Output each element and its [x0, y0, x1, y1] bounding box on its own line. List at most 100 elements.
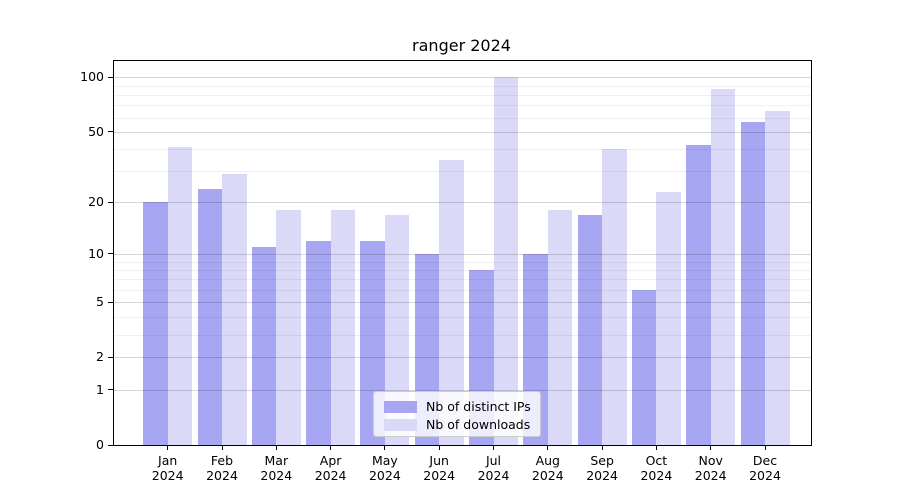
bar-ips-feb: [197, 188, 222, 445]
x-tick-jan: [167, 445, 169, 450]
y-tick-label-1: 1: [96, 381, 104, 397]
x-tick-year-sep: 2024: [586, 468, 618, 483]
gridline-5: [114, 302, 811, 304]
bar-downloads-sep: [602, 149, 627, 445]
y-tick-50: [108, 131, 114, 133]
x-tick-year-jan: 2024: [151, 468, 184, 483]
bar-downloads-jul: [493, 77, 518, 445]
plot-area: 100 50 20 10 5 2 1 0 Jan 2024 Feb 2024 Mar 2024 Apr 202…: [80, 60, 812, 483]
bar-downloads-nov: [710, 89, 736, 445]
gridline-2: [114, 357, 811, 359]
gridline-minor-30: [114, 171, 811, 173]
y-tick-2: [108, 356, 114, 358]
x-tick-nov: [710, 445, 712, 450]
x-tick-month-may: May: [371, 453, 398, 468]
gridline-minor-4: [114, 316, 811, 318]
y-tick-label-2: 2: [96, 349, 104, 365]
x-tick-label-apr: Apr 2024: [301, 453, 361, 483]
x-tick-year-mar: 2024: [260, 468, 293, 483]
x-tick-oct: [655, 445, 657, 450]
bar-downloads-aug: [547, 210, 573, 445]
gridline-minor-70: [114, 105, 811, 107]
x-tick-year-dec: 2024: [749, 468, 781, 483]
y-tick-5: [108, 301, 114, 303]
gridline-minor-9: [114, 261, 811, 263]
x-tick-month-oct: Oct: [645, 453, 668, 468]
legend-swatch-downloads: [384, 418, 417, 431]
legend-row-downloads: Nb of downloads: [384, 416, 532, 433]
bar-downloads-mar: [276, 210, 301, 445]
x-tick-month-jan: Jan: [158, 453, 178, 468]
gridline-minor-90: [114, 85, 811, 87]
bar-downloads-apr: [330, 210, 356, 445]
x-tick-label-jul: Jul 2024: [464, 453, 524, 483]
gridline-minor-8: [114, 269, 811, 271]
gridline-minor-6: [114, 289, 811, 291]
x-tick-jul: [493, 445, 494, 450]
x-tick-year-oct: 2024: [640, 468, 673, 483]
x-tick-month-feb: Feb: [210, 453, 234, 468]
gridline-minor-80: [114, 94, 811, 96]
bar-ips-jan: [143, 202, 168, 445]
x-tick-label-jun: Jun 2024: [409, 453, 469, 483]
bar-ips-oct: [631, 289, 657, 445]
bar-downloads-jan: [167, 147, 193, 445]
x-tick-mar: [275, 445, 277, 450]
x-tick-dec: [764, 445, 766, 450]
x-tick-label-aug: Aug 2024: [518, 453, 578, 483]
y-tick-1: [108, 389, 114, 391]
gridline-1: [114, 389, 811, 391]
x-tick-year-apr: 2024: [314, 468, 347, 483]
x-tick-month-mar: Mar: [264, 453, 289, 468]
x-tick-label-dec: Dec 2024: [735, 453, 795, 483]
legend-swatch-ips: [384, 400, 417, 413]
y-tick-0: [108, 444, 114, 446]
bar-downloads-dec: [765, 111, 790, 445]
legend-label-ips: Nb of distinct IPs: [426, 399, 531, 414]
x-tick-label-jan: Jan 2024: [138, 453, 198, 483]
x-tick-label-mar: Mar 2024: [246, 453, 306, 483]
x-tick-sep: [601, 445, 603, 450]
y-tick-label-10: 10: [88, 245, 104, 261]
x-tick-year-jun: 2024: [423, 468, 456, 483]
gridline-minor-60: [114, 117, 811, 119]
legend-row-ips: Nb of distinct IPs: [384, 398, 532, 415]
y-tick-label-20: 20: [88, 194, 104, 210]
x-tick-month-dec: Dec: [752, 453, 778, 468]
y-tick-label-5: 5: [96, 294, 104, 310]
x-tick-year-jul: 2024: [477, 468, 510, 483]
gridline-minor-3: [114, 334, 811, 336]
bar-downloads-feb: [222, 174, 247, 445]
gridline-20: [114, 202, 811, 204]
y-tick-10: [108, 253, 114, 255]
y-tick-label-50: 50: [88, 123, 104, 139]
bar-ips-dec: [740, 121, 765, 445]
x-tick-month-jun: Jun: [429, 453, 449, 468]
x-tick-label-nov: Nov 2024: [681, 453, 741, 483]
gridline-10: [114, 253, 811, 255]
x-tick-year-nov: 2024: [694, 468, 727, 483]
y-tick-100: [108, 76, 114, 78]
x-tick-month-nov: Nov: [698, 453, 723, 468]
x-tick-aug: [547, 445, 549, 450]
y-tick-20: [108, 201, 114, 203]
x-tick-feb: [221, 445, 223, 450]
gridline-100: [114, 77, 811, 79]
x-tick-year-feb: 2024: [206, 468, 238, 483]
x-tick-year-may: 2024: [368, 468, 401, 483]
x-tick-month-sep: Sep: [590, 453, 614, 468]
y-tick-label-0: 0: [96, 437, 104, 452]
x-tick-label-feb: Feb 2024: [192, 453, 252, 483]
x-tick-label-oct: Oct 2024: [626, 453, 686, 483]
chart-title: ranger 2024: [412, 36, 511, 55]
gridline-50: [114, 131, 811, 133]
gridline-minor-7: [114, 279, 811, 281]
x-tick-label-may: May 2024: [355, 453, 415, 483]
bar-ips-mar: [251, 247, 277, 445]
x-tick-year-aug: 2024: [531, 468, 564, 483]
legend-label-downloads: Nb of downloads: [426, 417, 531, 432]
x-tick-month-aug: Aug: [535, 453, 560, 468]
x-tick-jun: [438, 445, 440, 450]
bar-ips-sep: [577, 214, 603, 445]
y-tick-label-100: 100: [80, 69, 104, 85]
